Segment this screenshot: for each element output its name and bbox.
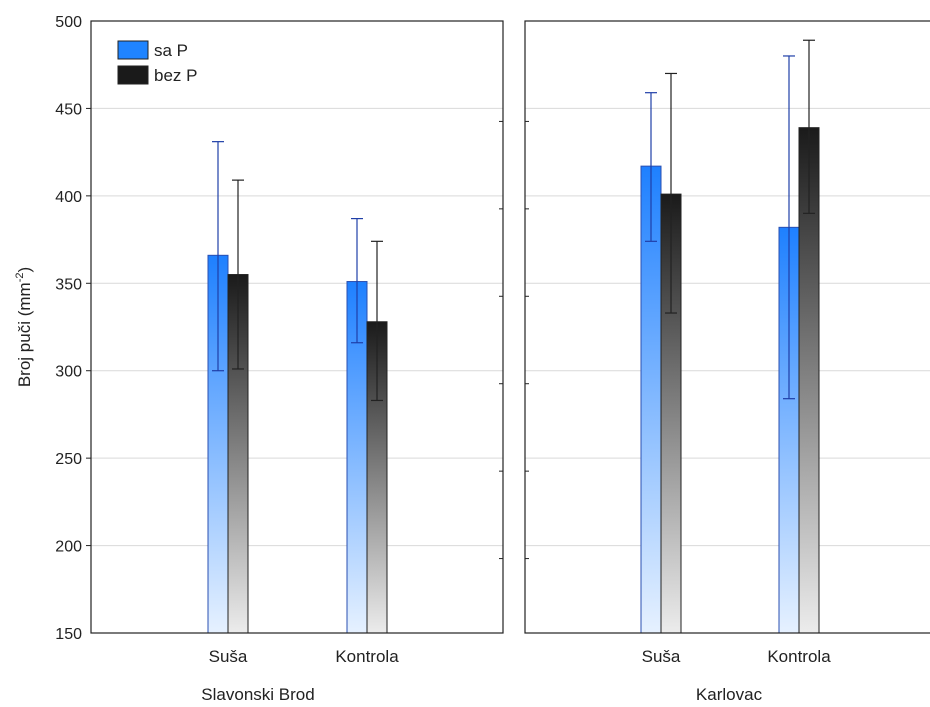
y-axis-title: Broj puči (mm-2) <box>14 267 34 387</box>
panel-label: Karlovac <box>696 685 763 704</box>
y-tick-label: 500 <box>55 14 82 31</box>
category-label: Suša <box>642 647 681 666</box>
y-tick-label: 150 <box>55 626 82 643</box>
panel-label: Slavonski Brod <box>201 685 314 704</box>
y-tick-label: 450 <box>55 101 82 118</box>
legend-label: sa P <box>154 41 188 60</box>
category-label: Kontrola <box>767 647 831 666</box>
y-tick-label: 200 <box>55 539 82 556</box>
legend-swatch-bez-p <box>117 65 149 85</box>
y-tick-label: 400 <box>55 189 82 206</box>
category-label: Kontrola <box>335 647 399 666</box>
category-label: Suša <box>209 647 248 666</box>
plot-frame <box>524 20 930 634</box>
legend-swatch-sa-p <box>117 40 149 60</box>
y-tick-label: 300 <box>55 364 82 381</box>
plot-frame <box>90 20 504 634</box>
y-tick-label: 350 <box>55 276 82 293</box>
legend-label: bez P <box>154 66 197 85</box>
y-tick-label: 250 <box>55 451 82 468</box>
